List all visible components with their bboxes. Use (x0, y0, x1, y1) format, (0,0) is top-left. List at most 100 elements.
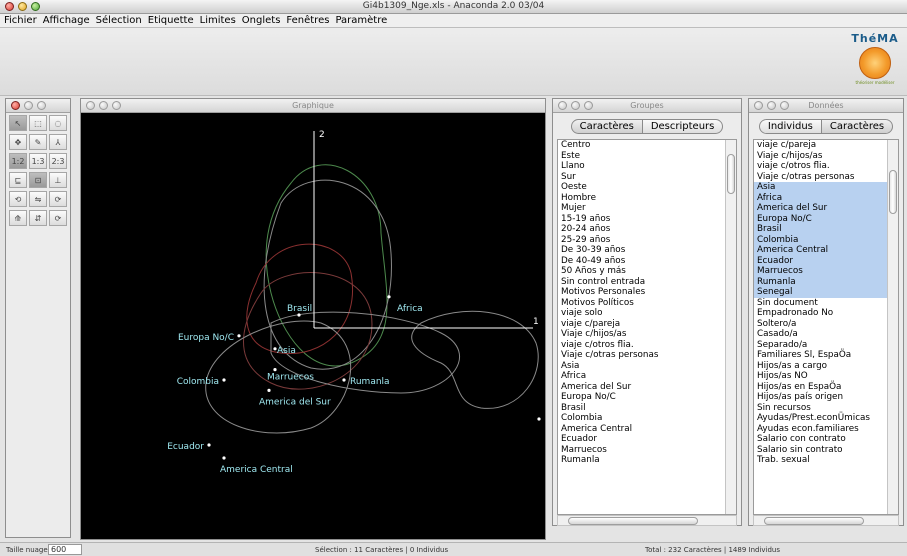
axes-tool-icon[interactable]: ⅄ (49, 134, 67, 150)
list-item[interactable]: Hijos/as a cargo (757, 360, 828, 371)
factorial-plot[interactable]: 2 1 Africa Brasil Europa No/C Asia Marruecos C… (81, 113, 545, 539)
list-item[interactable]: Hijos/as NO (757, 371, 808, 381)
ratio-1-3-button[interactable]: 1:3 (29, 153, 47, 169)
list-item[interactable]: America del Sur (754, 203, 898, 214)
scroll-thumb[interactable] (727, 154, 735, 194)
zoom-icon[interactable] (31, 2, 40, 11)
menu-parametre[interactable]: Paramètre (335, 15, 388, 26)
plot-point[interactable] (207, 443, 211, 447)
list-item[interactable]: Motivos Personales (561, 287, 646, 297)
move-tool-icon[interactable]: ✥ (9, 134, 27, 150)
plot-point[interactable] (273, 347, 277, 351)
minimize-icon[interactable] (18, 2, 27, 11)
scroll-thumb[interactable] (568, 517, 698, 525)
list-item[interactable]: Rumanla (754, 276, 898, 287)
list-item[interactable]: Familiares Sl, EspaÖa (757, 350, 852, 360)
list-item[interactable]: Separado/a (757, 339, 808, 350)
menu-affichage[interactable]: Affichage (42, 15, 90, 26)
tab-descripteurs[interactable]: Descripteurs (642, 119, 724, 134)
rotate-left-tool-icon[interactable]: ⟲ (9, 191, 27, 207)
plot-point[interactable] (273, 368, 277, 372)
list-item[interactable]: Sin recursos (757, 402, 811, 413)
list-item[interactable]: Viaje c/hijos/as (757, 150, 823, 161)
rotate-right-tool-icon[interactable]: ⟳ (49, 191, 67, 207)
list-item[interactable]: Ayudas/Prest.econÜmicas (757, 413, 871, 423)
minimize-icon[interactable] (24, 101, 33, 110)
close-icon[interactable] (754, 101, 763, 110)
list-item[interactable]: viaje c/otros flia. (757, 161, 830, 171)
reset-view-tool-icon[interactable]: ⟳ (49, 210, 67, 226)
list-item[interactable]: Ecuador (754, 255, 898, 266)
tab-individus[interactable]: Individus (758, 119, 822, 134)
label-left-tool-icon[interactable]: ⊑ (9, 172, 27, 188)
flip-horizontal-tool-icon[interactable]: ⇋ (29, 191, 47, 207)
label-center-tool-icon[interactable]: ⊡ (29, 172, 47, 188)
rect-select-tool-icon[interactable]: ⬚ (29, 115, 47, 131)
groupes-list[interactable]: Centro Este Llano Sur Oeste Hombre Mujer 15-19 … (557, 139, 737, 515)
list-item[interactable]: Europa No/C (754, 213, 898, 224)
list-item[interactable]: Sur (561, 171, 576, 182)
list-item[interactable]: Soltero/a (757, 318, 797, 329)
list-item[interactable]: Sin control entrada (561, 276, 646, 287)
graph-canvas[interactable]: 2 1 Africa Brasil Europa No/C Asia Marruecos C… (81, 113, 545, 539)
list-item[interactable]: Empadronado No (757, 308, 834, 318)
flip-vertical-tool-icon[interactable]: ⇵ (29, 210, 47, 226)
list-item[interactable]: Mujer (561, 203, 586, 213)
list-item[interactable]: America Central (561, 423, 633, 434)
ratio-1-2-button[interactable]: 1:2 (9, 153, 27, 169)
list-item[interactable]: Senegal (754, 287, 898, 298)
label-bottom-tool-icon[interactable]: ⊥ (49, 172, 67, 188)
list-item[interactable]: Europa No/C (561, 392, 616, 402)
list-item[interactable]: Trab. sexual (757, 455, 810, 465)
lasso-select-tool-icon[interactable]: ◌ (49, 115, 67, 131)
close-icon[interactable] (11, 101, 20, 110)
plot-point[interactable] (222, 378, 226, 382)
list-item[interactable]: Motivos Políticos (561, 297, 634, 308)
groupes-horizontal-scrollbar[interactable] (557, 515, 737, 526)
list-item[interactable]: Africa (754, 192, 898, 203)
zoom-icon[interactable] (584, 101, 593, 110)
tab-caracteres[interactable]: Caractères (821, 119, 894, 134)
list-item[interactable]: viaje solo (561, 308, 603, 318)
list-item[interactable]: Llano (561, 161, 585, 171)
donnees-horizontal-scrollbar[interactable] (753, 515, 899, 526)
list-item[interactable]: Colombia (561, 413, 603, 423)
flip-left-tool-icon[interactable]: ⟰ (9, 210, 27, 226)
list-item[interactable]: Ayudas econ.familiares (757, 423, 859, 434)
list-item[interactable]: Sin document (757, 297, 818, 308)
list-item[interactable]: 15-19 años (561, 213, 611, 224)
list-item[interactable]: Rumanla (561, 455, 600, 465)
list-item[interactable]: Marruecos (561, 444, 607, 455)
menu-limites[interactable]: Limites (199, 15, 236, 26)
zoom-icon[interactable] (780, 101, 789, 110)
plot-point[interactable] (537, 417, 541, 421)
list-item[interactable]: Oeste (561, 182, 587, 192)
zoom-icon[interactable] (112, 101, 121, 110)
list-item[interactable]: 25-29 años (561, 234, 611, 245)
list-item[interactable]: Viaje c/otras personas (757, 171, 855, 182)
menu-fenetres[interactable]: Fenêtres (286, 15, 330, 26)
list-item[interactable]: Ecuador (561, 434, 597, 444)
list-item[interactable]: Viaje c/otras personas (561, 350, 659, 360)
list-item[interactable]: Colombia (754, 234, 898, 245)
list-item[interactable]: Asia (754, 182, 898, 193)
ratio-2-3-button[interactable]: 2:3 (49, 153, 67, 169)
arrow-select-tool-icon[interactable]: ↖ (9, 115, 27, 131)
plot-point[interactable] (222, 456, 226, 460)
scroll-thumb[interactable] (764, 517, 864, 525)
list-item[interactable]: viaje c/pareja (561, 318, 621, 329)
list-item[interactable]: 50 Años y más (561, 266, 626, 276)
taille-nuage-input[interactable]: 600 (48, 544, 82, 555)
minimize-icon[interactable] (767, 101, 776, 110)
donnees-vertical-scrollbar[interactable] (887, 140, 898, 514)
list-item[interactable]: Hijos/as país origen (757, 392, 844, 402)
list-item[interactable]: Hijos/as en EspaÖa (757, 381, 842, 392)
list-item[interactable]: Centro (561, 140, 591, 150)
list-item[interactable]: De 30-39 años (561, 245, 626, 255)
plot-point[interactable] (342, 378, 346, 382)
groupes-vertical-scrollbar[interactable] (725, 140, 736, 514)
menu-fichier[interactable]: Fichier (4, 15, 37, 26)
list-item[interactable]: viaje c/pareja (757, 140, 817, 150)
list-item[interactable]: Salario sin contrato (757, 444, 843, 455)
list-item[interactable]: Brasil (754, 224, 898, 235)
